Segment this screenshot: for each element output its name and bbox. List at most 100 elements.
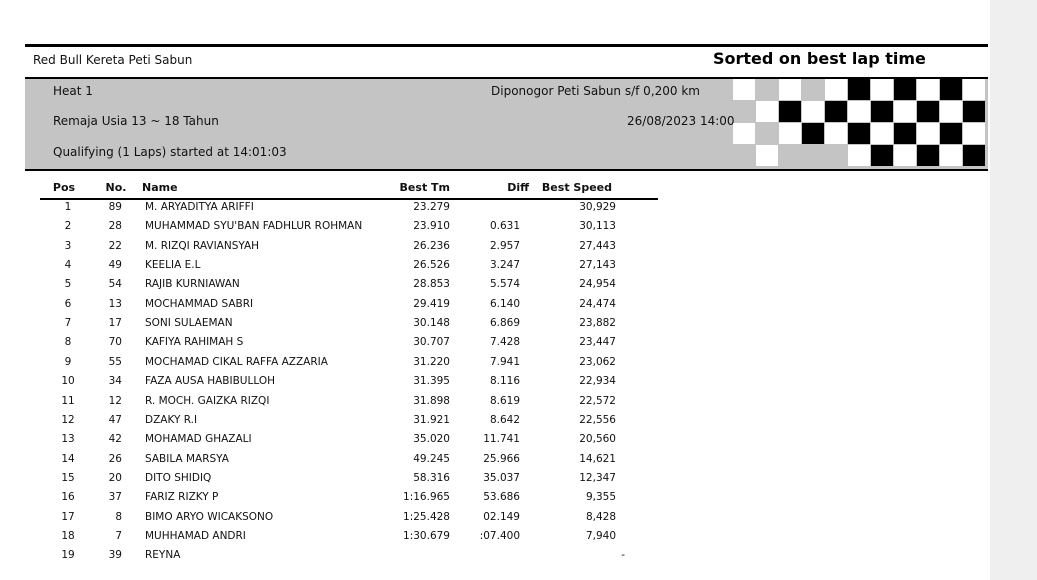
best-speed: 24,954 (579, 278, 616, 291)
pos: 4 (64, 259, 72, 272)
driver-name: M. ARYADITYA ARIFFI (145, 201, 254, 213)
diff: 6.140 (489, 297, 520, 310)
best-speed: 30,113 (579, 220, 616, 233)
pos: 9 (64, 355, 72, 368)
best-time: 26.526 (413, 259, 450, 272)
flag-square (963, 101, 985, 122)
best-time: 28.853 (413, 278, 450, 291)
car-number: 20 (108, 471, 122, 484)
pos: 2 (64, 220, 72, 233)
car-number: 49 (108, 259, 122, 272)
car-number: 17 (108, 317, 122, 330)
best-speed: 22,572 (579, 394, 616, 407)
best-speed: 7,940 (585, 529, 616, 542)
flag-square (779, 123, 801, 144)
flag-square (756, 123, 778, 144)
flag-square (871, 123, 893, 144)
flag-square (894, 101, 916, 122)
diff: 7.941 (489, 355, 520, 368)
best-time: 31.220 (413, 355, 450, 368)
flag-square (825, 79, 847, 100)
diff: :07.400 (479, 529, 520, 542)
column-header: Best Speed (541, 181, 612, 194)
best-speed: 8,428 (585, 510, 616, 523)
best-time: 31.898 (413, 394, 450, 407)
car-number: 70 (108, 336, 122, 349)
best-time: 1:16.965 (403, 491, 450, 504)
flag-square (825, 123, 847, 144)
pos: 11 (61, 394, 75, 407)
driver-name: REYNA (145, 549, 181, 562)
driver-name: DZAKY R.I (145, 413, 198, 426)
flag-square (779, 145, 801, 166)
top-rule (25, 44, 988, 47)
best-time: 30.707 (413, 336, 450, 349)
flag-square (963, 123, 985, 144)
diff: 8.619 (489, 394, 520, 407)
pos: 14 (61, 452, 75, 465)
car-number: 22 (108, 239, 122, 252)
pos: 19 (61, 549, 75, 562)
flag-square (963, 145, 985, 166)
driver-name: SABILA MARSYA (145, 452, 229, 465)
flag-square (848, 145, 870, 166)
flag-square (802, 101, 824, 122)
best-time: 1:25.428 (403, 510, 450, 523)
flag-square (733, 101, 755, 122)
flag-square (871, 101, 893, 122)
best-time: 30.148 (413, 317, 450, 330)
pos: 8 (64, 336, 72, 349)
flag-square (963, 79, 985, 100)
flag-square (848, 79, 870, 100)
car-number: 54 (108, 278, 122, 291)
best-speed: 27,143 (579, 259, 616, 272)
flag-square (733, 123, 755, 144)
driver-name: M. RIZQI RAVIANSYAH (145, 239, 260, 252)
diff: 02.149 (483, 510, 520, 523)
best-speed: - (621, 549, 625, 562)
pos: 6 (64, 297, 72, 310)
best-speed: 20,560 (579, 433, 616, 446)
column-header: Pos (52, 181, 76, 194)
best-speed: 23,882 (579, 317, 616, 330)
diff: 2.957 (489, 239, 520, 252)
best-time: 23.910 (413, 220, 450, 233)
best-speed: 23,062 (579, 355, 616, 368)
best-speed: 27,443 (579, 239, 616, 252)
flag-square (848, 123, 870, 144)
flag-square (917, 145, 939, 166)
pos: 7 (64, 317, 72, 330)
car-number: 28 (108, 220, 122, 233)
car-number: 47 (108, 413, 122, 426)
diff: 35.037 (483, 471, 520, 484)
driver-name: FAZA AUSA HABIBULLOH (145, 375, 275, 388)
class: Remaja Usia 13 ~ 18 Tahun (53, 114, 219, 128)
datetime: 26/08/2023 14:00 (627, 114, 735, 128)
diff: 8.642 (489, 413, 520, 426)
diff: 3.247 (489, 259, 520, 272)
pos: 1 (64, 201, 72, 213)
best-speed: 9,355 (585, 491, 616, 504)
flag-square (871, 145, 893, 166)
flag-square (825, 101, 847, 122)
flag-square (802, 123, 824, 144)
driver-name: KAFIYA RAHIMAH S (145, 336, 244, 349)
car-number: 7 (115, 529, 122, 542)
car-number: 8 (115, 510, 122, 523)
flag-square (940, 145, 962, 166)
car-number: 13 (108, 297, 122, 310)
sort-note: Sorted on best lap time (713, 49, 926, 68)
flag-square (779, 79, 801, 100)
driver-name: MOHAMAD GHAZALI (145, 433, 252, 446)
diff: 7.428 (489, 336, 520, 349)
best-time: 29.419 (413, 297, 450, 310)
pos: 16 (61, 491, 75, 504)
diff: 6.869 (489, 317, 520, 330)
best-speed: 23,447 (579, 336, 616, 349)
diff: 8.116 (489, 375, 520, 388)
flag-square (848, 101, 870, 122)
side-strip (990, 0, 1037, 580)
flag-square (940, 123, 962, 144)
best-time: 1:30.679 (403, 529, 450, 542)
